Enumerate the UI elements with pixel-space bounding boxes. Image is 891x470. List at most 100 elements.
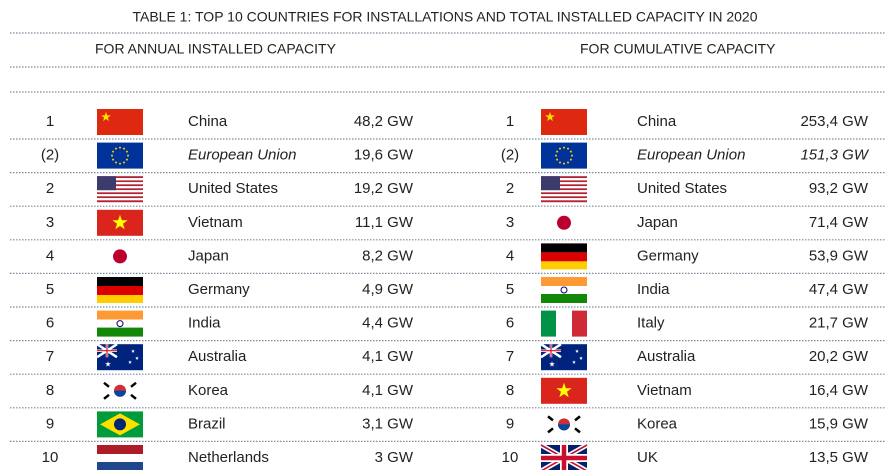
flag-star: [135, 356, 139, 360]
rank: 8: [506, 382, 514, 399]
capacity: 93,2 GW: [809, 180, 869, 197]
capacity: 47,4 GW: [809, 281, 869, 298]
flag-part: [97, 462, 143, 470]
flag-part: [567, 147, 569, 150]
rank: 4: [506, 247, 514, 264]
country: Japan: [188, 247, 229, 264]
flag-star: [105, 361, 111, 367]
flag-part: [97, 277, 143, 286]
country: Japan: [637, 214, 678, 231]
flag-star: [579, 356, 583, 360]
flag-part: [103, 381, 137, 400]
flag-part: [556, 310, 572, 337]
rank: (2): [501, 147, 519, 164]
flag-part: [560, 286, 568, 294]
flag-part: [541, 310, 556, 337]
country: Australia: [637, 348, 696, 365]
country: Korea: [637, 415, 678, 432]
flag: [541, 209, 587, 236]
rank: 1: [506, 113, 514, 130]
capacity: 3 GW: [375, 449, 414, 466]
country: European Union: [637, 147, 745, 164]
flag-part: [541, 194, 587, 197]
flag-part: [558, 424, 570, 431]
flag-part: [541, 192, 587, 195]
flag: [541, 243, 587, 270]
rank: 10: [502, 449, 519, 466]
rank: 9: [506, 415, 514, 432]
rank: 9: [46, 415, 54, 432]
flag: [539, 442, 589, 470]
flag: [541, 142, 587, 169]
rank: 1: [46, 113, 54, 130]
capacity: 15,9 GW: [809, 415, 869, 432]
capacity: 151,3 GW: [800, 147, 869, 164]
country: Korea: [188, 382, 229, 399]
flag-part: [97, 194, 143, 197]
flag-part: [97, 327, 143, 337]
country: European Union: [188, 147, 296, 164]
flag-part: [97, 190, 143, 193]
country: UK: [637, 449, 658, 466]
capacity: 8,2 GW: [362, 247, 414, 264]
flag-part: [123, 161, 125, 164]
flag-part: [97, 192, 143, 195]
capacity: 13,5 GW: [809, 449, 869, 466]
rank: 10: [42, 449, 59, 466]
flag-part: [541, 188, 587, 191]
flag: [541, 411, 587, 438]
rank: 5: [506, 281, 514, 298]
flag-part: [97, 310, 143, 320]
flag-part: [541, 200, 587, 203]
flag-part: [569, 150, 572, 153]
capacity: 4,1 GW: [362, 382, 414, 399]
country: Vietnam: [188, 214, 243, 231]
capacity: 20,2 GW: [809, 348, 869, 365]
flag-star: [112, 214, 128, 230]
flag-star: [575, 349, 579, 353]
section-heading: FOR ANNUAL INSTALLED CAPACITY: [95, 41, 337, 57]
country: China: [637, 113, 677, 130]
country: United States: [637, 180, 727, 197]
flag-part: [541, 180, 587, 183]
flag-part: [127, 154, 129, 157]
flag-part: [97, 176, 143, 179]
flag-part: [541, 445, 587, 470]
country: United States: [188, 180, 278, 197]
flag: [97, 411, 143, 438]
capacity: 4,9 GW: [362, 281, 414, 298]
table-title: TABLE 1: TOP 10 COUNTRIES FOR INSTALLATI…: [132, 9, 757, 25]
capacity: 53,9 GW: [809, 247, 869, 264]
flag-part: [555, 154, 557, 157]
flag-part: [97, 319, 143, 328]
flag-part: [541, 344, 561, 358]
flag-part: [541, 196, 587, 199]
flag-part: [541, 243, 587, 253]
flag: [97, 277, 143, 303]
country: China: [188, 113, 228, 130]
rank: 6: [506, 315, 514, 332]
flag-part: [97, 286, 143, 295]
flag-part: [97, 445, 143, 454]
capacity: 21,7 GW: [809, 315, 869, 332]
flag-part: [97, 109, 143, 135]
flag-part: [114, 390, 126, 397]
flag-part: [97, 186, 143, 189]
country: Germany: [637, 247, 699, 264]
flag-star: [101, 112, 111, 121]
capacity: 11,1 GW: [355, 214, 414, 231]
country: Australia: [188, 348, 247, 365]
flag-part: [541, 277, 587, 286]
flag-part: [97, 180, 143, 183]
country: Italy: [637, 315, 665, 332]
flag-part: [541, 184, 587, 187]
flag-part: [112, 158, 115, 161]
flag-part: [97, 200, 143, 203]
country: Brazil: [188, 415, 226, 432]
flag-star: [556, 382, 572, 398]
flag: [97, 176, 143, 203]
rank: (2): [41, 147, 59, 164]
capacity: 48,2 GW: [354, 113, 414, 130]
rank: 8: [46, 382, 54, 399]
capacity: 19,2 GW: [354, 180, 414, 197]
